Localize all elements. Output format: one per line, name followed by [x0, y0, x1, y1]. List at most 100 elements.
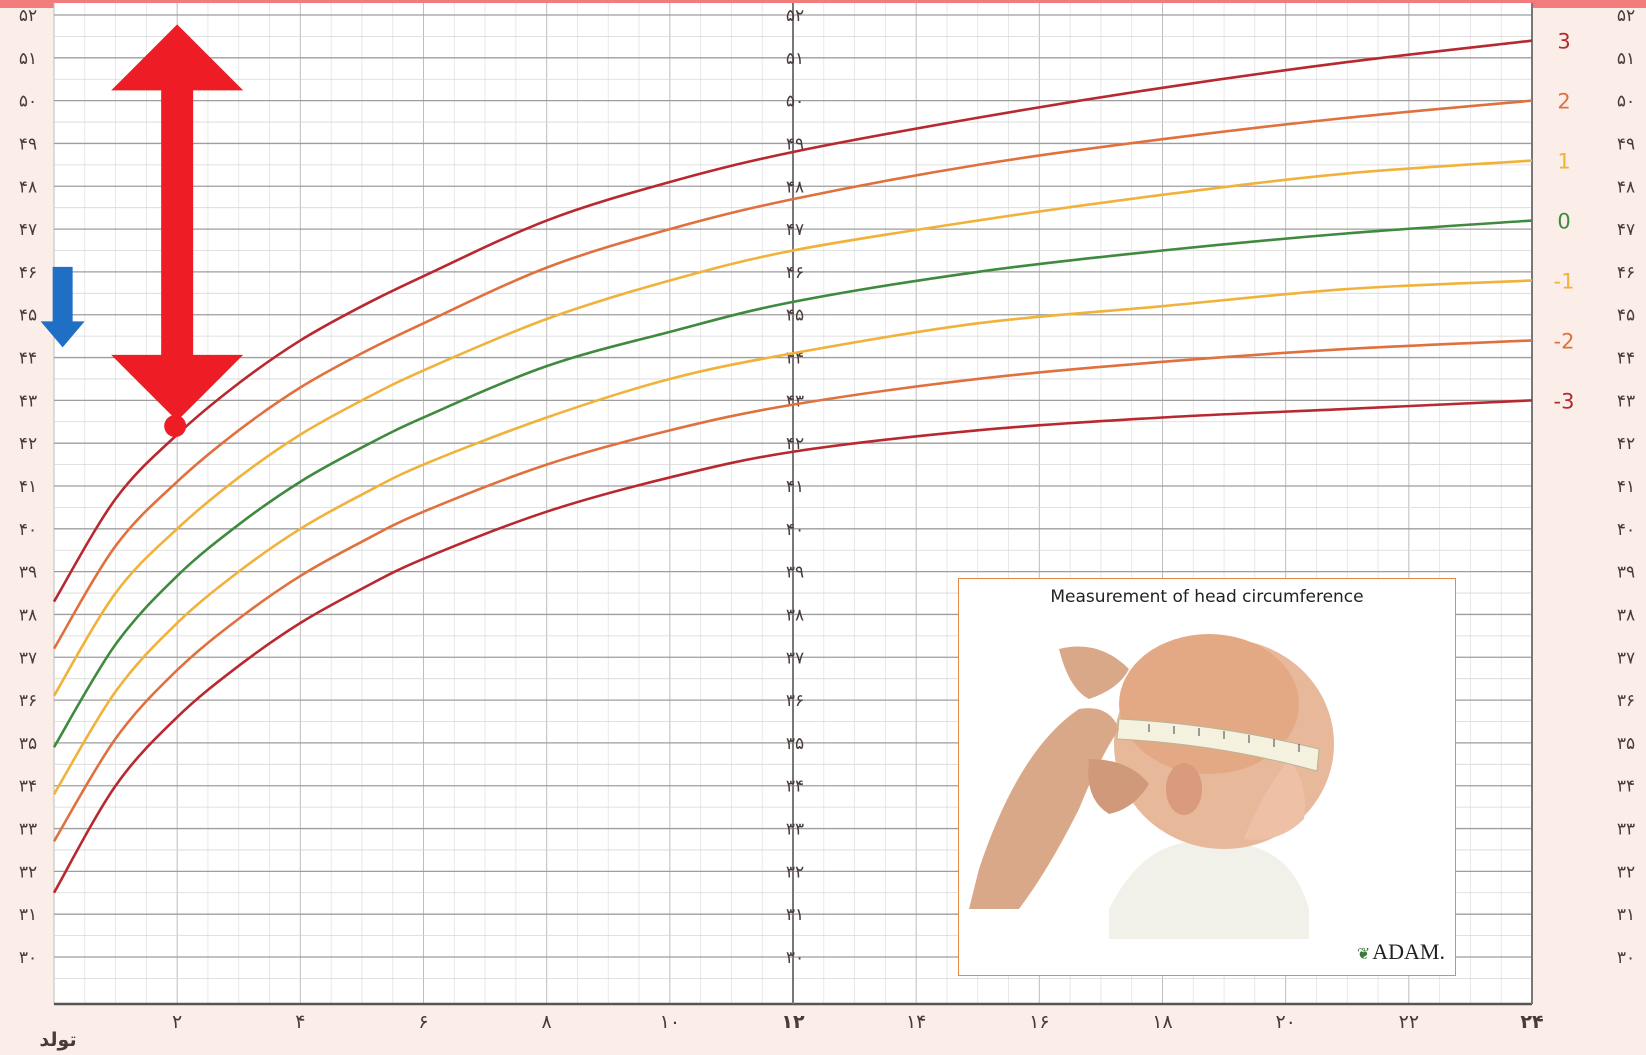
y-tick-label-left: ۴۶: [19, 263, 37, 283]
blue-down-arrow: [40, 266, 85, 348]
y-tick-label-left: ۵۰: [19, 92, 37, 112]
y-tick-label-right: ۳۵: [1617, 734, 1635, 754]
x-tick-label: ۲۰: [1275, 1011, 1295, 1033]
chart-annotations: [40, 24, 244, 438]
x-tick-label: ۱۶: [1029, 1011, 1049, 1033]
x-tick-label: ۴: [295, 1011, 305, 1033]
y-tick-label-center: ۴۳: [786, 391, 804, 411]
x-tick-label: ۲۲: [1399, 1011, 1419, 1033]
y-tick-label-center: ۴۵: [786, 306, 804, 326]
adam-logo: ❦ADAM.: [1356, 939, 1445, 964]
series-label: 2: [1557, 90, 1570, 114]
y-tick-label-center: ۵۰: [786, 92, 804, 112]
y-tick-label-left: ۳۵: [19, 734, 37, 754]
y-tick-label-left: ۳۸: [19, 605, 37, 625]
y-tick-label-right: ۳۶: [1617, 691, 1635, 711]
y-tick-label-left: ۴۱: [19, 477, 37, 497]
series-label: -1: [1554, 269, 1575, 293]
series-line-0: [52, 219, 1533, 748]
x-tick-label: ۲۴: [1520, 1011, 1543, 1033]
x-tick-label: ۱۲: [781, 1011, 805, 1033]
y-tick-label-center: ۵۲: [786, 6, 804, 26]
y-tick-label-center: ۳۰: [786, 948, 804, 968]
y-tick-label-left: ۴۳: [19, 391, 37, 411]
y-tick-label-left: ۳۱: [19, 905, 37, 925]
y-tick-label-left: ۳۹: [19, 563, 37, 583]
y-tick-label-center: ۴۱: [786, 477, 804, 497]
y-tick-label-right: ۴۰: [1617, 520, 1635, 540]
y-tick-label-right: ۳۷: [1617, 648, 1635, 668]
y-tick-label-right: ۴۶: [1617, 263, 1635, 283]
y-tick-label-center: ۴۷: [786, 220, 804, 240]
y-tick-label-right: ۳۱: [1617, 905, 1635, 925]
measurement-inset: Measurement of head circumference ❦ADAM.: [958, 578, 1456, 976]
y-tick-label-left: ۵۱: [19, 49, 37, 69]
x-tick-label: ۸: [542, 1011, 552, 1033]
y-tick-label-right: ۴۳: [1617, 391, 1635, 411]
y-tick-label-center: ۳۸: [786, 605, 804, 625]
y-tick-label-left: ۳۶: [19, 691, 37, 711]
y-tick-label-right: ۳۴: [1617, 777, 1635, 797]
y-tick-label-right: ۵۲: [1617, 6, 1635, 26]
y-tick-label-center: ۳۱: [786, 905, 804, 925]
y-tick-label-center: ۴۸: [786, 177, 804, 197]
y-tick-label-right: ۳۰: [1617, 948, 1635, 968]
y-tick-label-right: ۴۴: [1617, 349, 1635, 369]
chart-series: [52, 39, 1533, 894]
y-tick-label-right: ۴۱: [1617, 477, 1635, 497]
series-label: -2: [1554, 329, 1575, 353]
x-tick-label: تولد: [39, 1029, 76, 1051]
series-label: -3: [1554, 389, 1575, 413]
series-line-minus3: [52, 399, 1533, 894]
y-tick-label-right: ۳۲: [1617, 862, 1635, 882]
series-line-minus2: [52, 339, 1533, 843]
series-label: 1: [1557, 150, 1570, 174]
series-label: 3: [1557, 30, 1570, 54]
y-tick-label-left: ۴۸: [19, 177, 37, 197]
measurement-point: [164, 415, 187, 438]
y-tick-label-left: ۳۰: [19, 948, 37, 968]
y-tick-label-right: ۴۲: [1617, 434, 1635, 454]
y-tick-label-right: ۴۵: [1617, 306, 1635, 326]
y-tick-label-right: ۴۷: [1617, 220, 1635, 240]
y-tick-label-left: ۴۰: [19, 520, 37, 540]
y-tick-label-left: ۳۷: [19, 648, 37, 668]
x-tick-label: ۲: [172, 1011, 182, 1033]
y-tick-label-center: ۳۲: [786, 862, 804, 882]
y-tick-label-right: ۴۸: [1617, 177, 1635, 197]
y-tick-label-right: ۵۱: [1617, 49, 1635, 69]
series-labels: 3 2 1 0 -1 -2 -3: [1554, 30, 1575, 414]
y-tick-label-center: ۵۱: [786, 49, 804, 69]
x-tick-label: ۱۰: [660, 1011, 680, 1033]
y-tick-label-center: ۳۴: [786, 777, 804, 797]
y-tick-label-center: ۳۵: [786, 734, 804, 754]
y-tick-label-left: ۴۴: [19, 349, 37, 369]
y-tick-label-left: ۳۴: [19, 777, 37, 797]
y-tick-label-right: ۳۸: [1617, 605, 1635, 625]
red-double-arrow: [111, 24, 244, 421]
baby-head-measurement-image: [959, 609, 1454, 939]
y-tick-label-right: ۴۹: [1617, 134, 1635, 154]
series-line-minus1: [52, 279, 1533, 795]
y-tick-label-left: ۵۲: [19, 6, 37, 26]
y-tick-label-left: ۴۲: [19, 434, 37, 454]
y-tick-label-left: ۳۲: [19, 862, 37, 882]
y-tick-label-left: ۴۹: [19, 134, 37, 154]
y-tick-label-right: ۵۰: [1617, 92, 1635, 112]
x-tick-label: ۱۴: [906, 1011, 926, 1033]
series-line-3: [52, 39, 1533, 603]
y-tick-label-center: ۳۹: [786, 563, 804, 583]
series-label: 0: [1557, 210, 1570, 234]
y-tick-label-center: ۳۳: [786, 820, 804, 840]
y-tick-label-center: ۴۶: [786, 263, 804, 283]
inset-caption: Measurement of head circumference: [1050, 587, 1364, 607]
y-tick-label-left: ۳۳: [19, 820, 37, 840]
y-tick-label-right: ۳۹: [1617, 563, 1635, 583]
y-tick-label-center: ۴۰: [786, 520, 804, 540]
x-tick-label: ۱۸: [1152, 1011, 1172, 1033]
y-tick-label-left: ۴۵: [19, 306, 37, 326]
y-tick-label-left: ۴۷: [19, 220, 37, 240]
y-tick-label-center: ۳۶: [786, 691, 804, 711]
series-line-1: [52, 159, 1533, 697]
